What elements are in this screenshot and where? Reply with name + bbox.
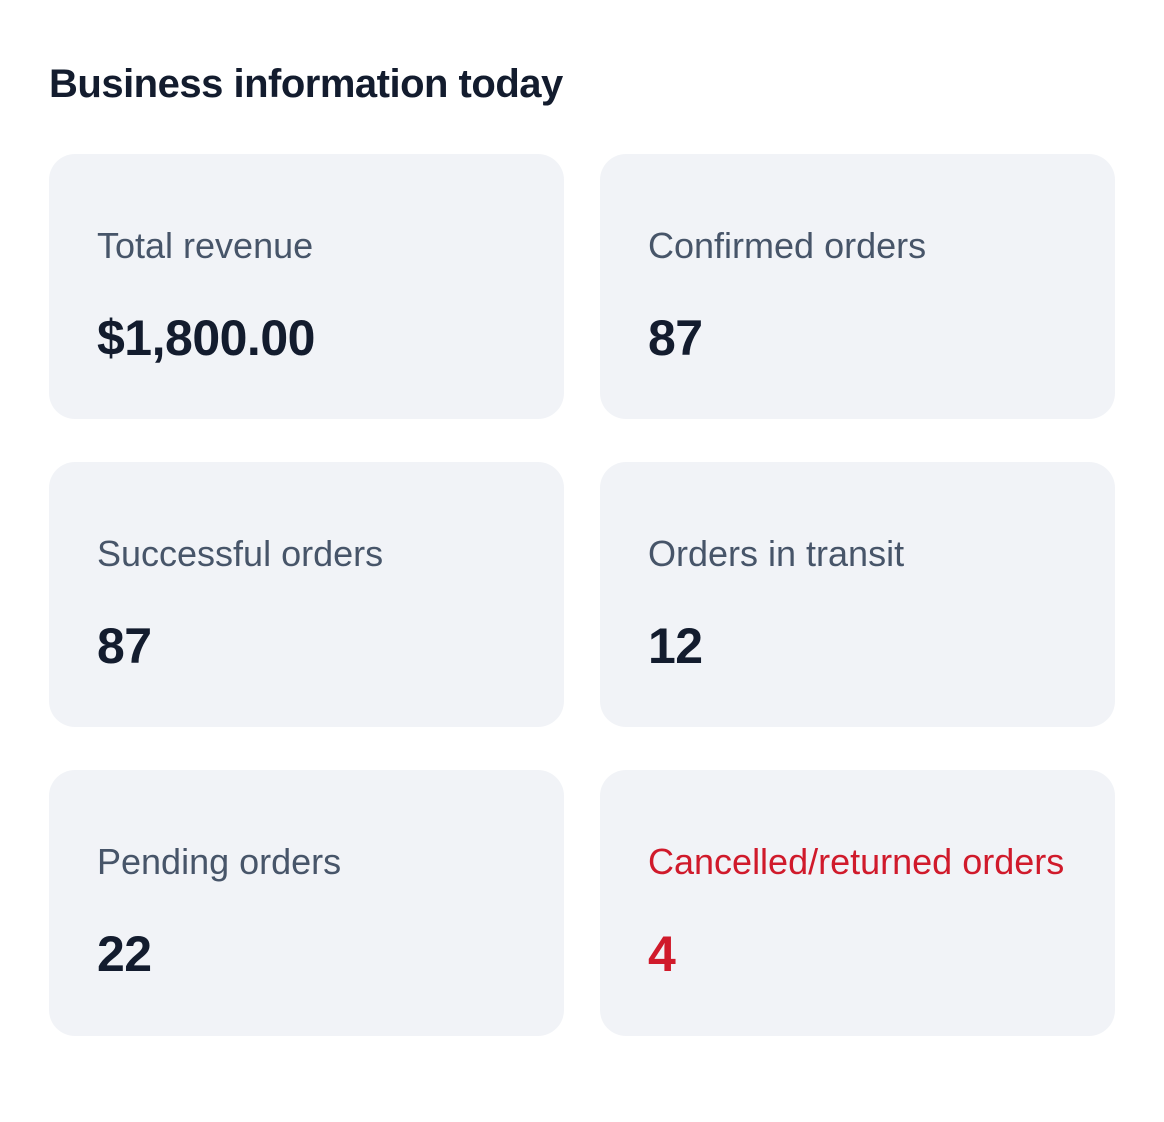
stat-card-total-revenue: Total revenue $1,800.00 bbox=[49, 154, 564, 420]
stat-value: 4 bbox=[648, 926, 676, 983]
stat-card-confirmed-orders: Confirmed orders 87 bbox=[600, 154, 1115, 420]
stat-card-cancelled-returned-orders: Cancelled/returned orders 4 bbox=[600, 770, 1115, 1036]
stat-value: 22 bbox=[97, 926, 152, 983]
stats-grid: Total revenue $1,800.00 Confirmed orders… bbox=[49, 154, 1115, 1036]
stat-label: Total revenue bbox=[97, 225, 314, 266]
stat-value: 87 bbox=[97, 617, 152, 674]
stat-card-orders-in-transit: Orders in transit 12 bbox=[600, 462, 1115, 728]
stat-label: Pending orders bbox=[97, 841, 342, 883]
stat-value: $1,800.00 bbox=[97, 309, 315, 366]
stat-card-successful-orders: Successful orders 87 bbox=[49, 462, 564, 728]
stat-card-pending-orders: Pending orders 22 bbox=[49, 770, 564, 1036]
stat-label: Orders in transit bbox=[648, 533, 905, 575]
stat-label: Successful orders bbox=[97, 533, 384, 575]
page-title: Business information today bbox=[49, 62, 563, 106]
stat-label: Confirmed orders bbox=[648, 225, 927, 266]
stat-value: 12 bbox=[648, 617, 703, 674]
stat-value: 87 bbox=[648, 309, 703, 366]
stat-label: Cancelled/returned orders bbox=[648, 841, 1065, 883]
